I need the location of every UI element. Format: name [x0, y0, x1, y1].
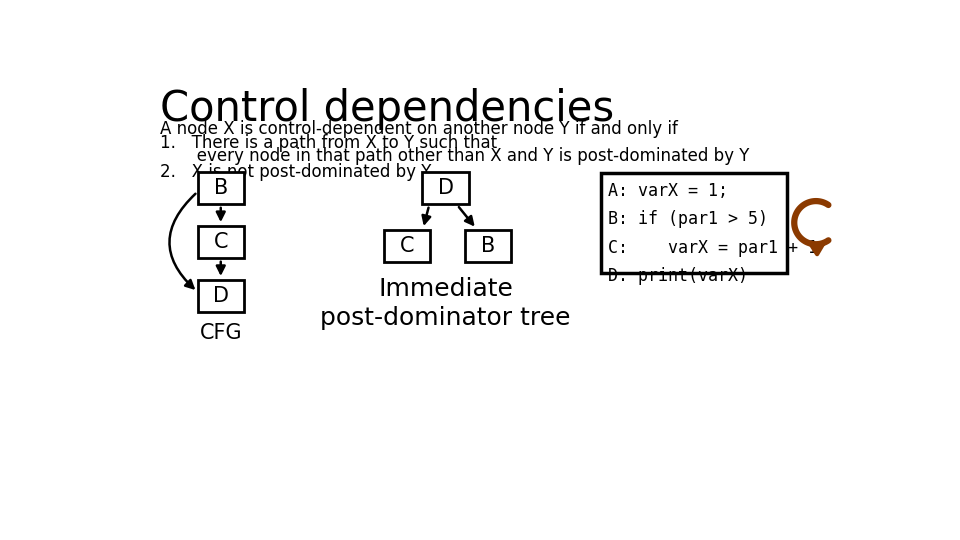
Text: 1.   There is a path from X to Y such that: 1. There is a path from X to Y such that — [160, 134, 497, 152]
Text: CFG: CFG — [200, 323, 242, 343]
Text: 2.   X is not post-dominated by Y: 2. X is not post-dominated by Y — [160, 164, 432, 181]
Text: A: varX = 1;
B: if (par1 > 5)
C:    varX = par1 + 1
D: print(varX): A: varX = 1; B: if (par1 > 5) C: varX = … — [609, 182, 818, 285]
Text: B: B — [214, 178, 228, 198]
Bar — [601, 173, 786, 273]
Bar — [198, 280, 244, 312]
Text: C: C — [399, 236, 414, 256]
Text: B: B — [481, 236, 495, 256]
Text: D: D — [213, 286, 228, 306]
Text: every node in that path other than X and Y is post-dominated by Y: every node in that path other than X and… — [160, 147, 750, 165]
Text: Control dependencies: Control dependencies — [160, 88, 614, 130]
Bar — [422, 172, 468, 204]
Text: Immediate
post-dominator tree: Immediate post-dominator tree — [321, 276, 571, 330]
Bar — [198, 172, 244, 204]
Bar — [465, 230, 512, 262]
Bar — [383, 230, 430, 262]
Text: D: D — [438, 178, 453, 198]
Text: A node X is control-dependent on another node Y if and only if: A node X is control-dependent on another… — [160, 120, 678, 138]
Text: C: C — [213, 232, 228, 252]
Bar — [198, 226, 244, 258]
